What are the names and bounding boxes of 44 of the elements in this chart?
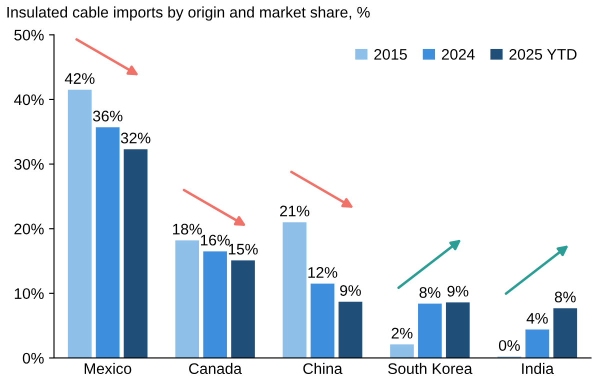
chart-title: Insulated cable imports by origin and market share, % xyxy=(7,6,370,21)
bar xyxy=(175,240,200,358)
data-label: 0% xyxy=(498,340,520,351)
data-label: 12% xyxy=(308,267,338,278)
y-tick-label: 30% xyxy=(14,158,44,170)
data-label: 18% xyxy=(173,224,202,235)
bar xyxy=(446,302,470,358)
bar xyxy=(231,260,255,358)
legend-label: 2015 xyxy=(374,48,407,60)
data-label: 8% xyxy=(554,292,576,302)
data-label: 9% xyxy=(340,285,361,296)
y-tick-label: 40% xyxy=(14,94,44,106)
data-label: 21% xyxy=(280,206,310,216)
x-tick-label: Mexico xyxy=(84,362,132,374)
bar xyxy=(96,127,120,358)
x-tick-label: China xyxy=(303,362,342,374)
data-label: 8% xyxy=(420,287,440,298)
data-label: 4% xyxy=(526,312,548,324)
data-label: 42% xyxy=(64,73,95,84)
data-label: 15% xyxy=(228,244,258,255)
y-tick-label: 20% xyxy=(14,224,44,234)
x-tick-label: Canada xyxy=(189,362,242,374)
y-tick-label: 50% xyxy=(14,30,44,41)
bar xyxy=(282,222,306,358)
bar xyxy=(525,330,550,358)
y-tick-label: 0% xyxy=(22,352,44,364)
bar xyxy=(310,284,334,358)
data-label: 2% xyxy=(392,328,412,339)
bar xyxy=(124,149,148,358)
x-tick-label: South Korea xyxy=(388,362,472,374)
bar xyxy=(203,251,227,358)
data-label: 32% xyxy=(120,132,150,144)
legend-label: 2024 xyxy=(442,48,475,60)
legend-label: 2025 YTD xyxy=(510,48,577,60)
bar xyxy=(553,308,578,358)
bar xyxy=(390,344,414,358)
data-label: 9% xyxy=(448,286,468,297)
y-tick-label: 10% xyxy=(14,288,44,300)
bar xyxy=(418,304,442,358)
data-label: 16% xyxy=(200,234,230,246)
bar xyxy=(68,90,92,358)
x-tick-label: India xyxy=(522,362,554,374)
data-label: 36% xyxy=(92,110,122,122)
bar xyxy=(338,302,362,358)
